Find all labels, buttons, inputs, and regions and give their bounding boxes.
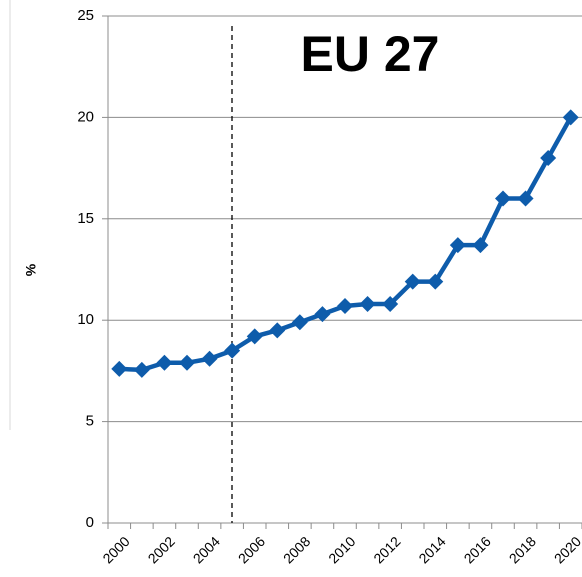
data-point [224,342,241,359]
series-line [119,116,573,373]
data-point [382,295,399,312]
data-point [359,295,376,312]
data-point [246,328,263,345]
data-point [562,109,579,126]
x-tick-label: 2010 [325,533,358,566]
x-tick-label: 2018 [506,533,539,566]
x-tick-label: 2014 [415,533,448,566]
data-point [156,354,173,371]
y-axis-label: % [23,263,39,276]
y-tick-label: 20 [77,108,94,125]
data-point [472,237,489,254]
data-point [404,273,421,290]
data-point [427,273,444,290]
x-tick-label: 2006 [235,533,268,566]
x-tick-label: 2004 [190,533,223,566]
chart-title: EU 27 [301,26,440,82]
x-tick-label: 2012 [370,533,403,566]
y-tick-label: 10 [77,311,94,328]
data-point [201,350,218,367]
data-point [517,190,534,207]
data-point [269,322,286,339]
x-tick-label: 2008 [280,533,313,566]
y-tick-label: 25 [77,7,94,24]
y-tick-label: 5 [86,413,94,430]
y-tick-label: 0 [86,514,94,531]
data-point [314,306,331,323]
data-point [291,314,308,331]
x-tick-label: 2016 [461,533,494,566]
data-point [111,360,128,377]
data-point [133,361,150,378]
y-tick-label: 15 [77,210,94,227]
data-point [449,237,466,254]
x-tick-label: 2000 [99,533,132,566]
data-point [540,149,557,166]
data-point [179,354,195,371]
data-point [495,190,511,207]
x-tick-label: 2020 [551,533,582,566]
x-tick-label: 2002 [145,533,178,566]
data-point [337,298,353,315]
